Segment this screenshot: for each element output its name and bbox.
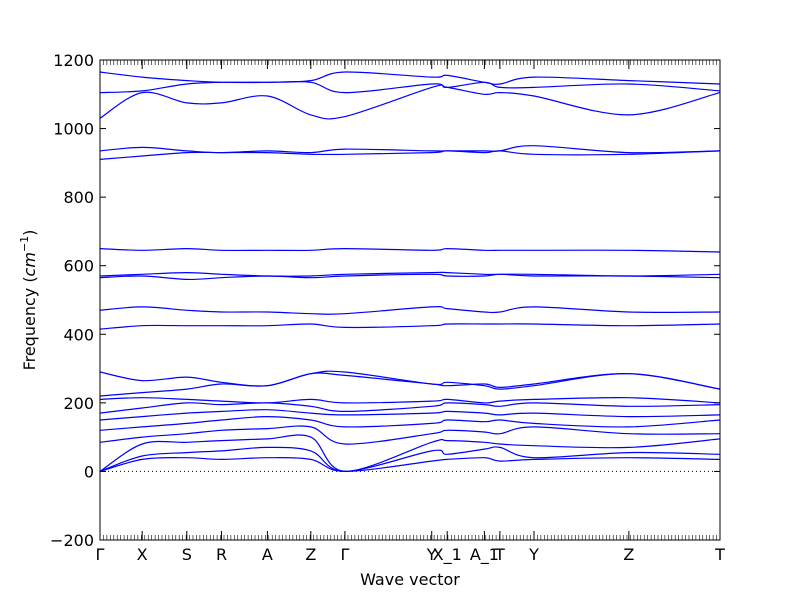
y-tick-label: 1000 xyxy=(53,120,94,139)
x-tick-label: Γ xyxy=(340,545,349,564)
x-tick-label: R xyxy=(216,545,227,564)
x-tick-label: Z xyxy=(623,545,634,564)
y-axis-ticks: −200 0 200 400 600 800 1000 1200 xyxy=(50,51,720,550)
x-tick-label: X_1 xyxy=(433,545,462,565)
phonon-band-10 xyxy=(99,371,721,390)
x-axis-ticks: Γ X S R A Z Γ YX_1 A_1T Y Z T xyxy=(96,60,725,565)
y-tick-label: 800 xyxy=(63,188,94,207)
phonon-band-6 xyxy=(99,409,721,421)
phonon-band-8 xyxy=(99,396,721,404)
plot-frame xyxy=(99,59,721,541)
phonon-band-1 xyxy=(99,434,721,473)
phonon-band-16 xyxy=(99,150,721,160)
x-tick-label: Y xyxy=(528,545,539,564)
phonon-band-19 xyxy=(99,80,721,94)
x-tick-label: A_1 xyxy=(470,545,499,565)
y-axis-label-exponent: −1 xyxy=(18,236,31,252)
phonon-band-12 xyxy=(99,306,721,315)
y-tick-label: 200 xyxy=(63,394,94,413)
y-axis-label-close: ) xyxy=(20,230,39,236)
y-tick-label: 0 xyxy=(84,462,94,481)
y-axis-label-text: Frequency ( xyxy=(20,276,39,370)
x-tick-label: S xyxy=(182,545,192,564)
y-tick-label: −200 xyxy=(50,531,94,550)
phonon-band-7 xyxy=(99,402,721,414)
x-tick-label: Y xyxy=(426,545,437,564)
x-tick-label: X xyxy=(137,545,148,564)
phonon-band-13 xyxy=(99,273,721,281)
x-tick-label: Γ xyxy=(96,545,105,564)
phonon-band-2 xyxy=(99,446,721,473)
phonon-band-3 xyxy=(99,457,721,473)
phonon-band-5 xyxy=(99,415,721,431)
y-axis-label-unit: cm xyxy=(20,252,39,276)
phonon-band-17 xyxy=(99,145,721,154)
x-axis-label: Wave vector xyxy=(360,570,460,589)
phonon-band-15 xyxy=(99,247,721,253)
y-tick-label: 600 xyxy=(63,257,94,276)
y-tick-label: 1200 xyxy=(53,51,94,70)
y-axis-label: Frequency (cm−1) xyxy=(18,230,39,371)
phonon-band-9 xyxy=(99,370,721,397)
phonon-band-20 xyxy=(99,71,721,85)
phonon-band-14 xyxy=(99,271,721,277)
phonon-band-18 xyxy=(99,84,721,120)
x-tick-label: A xyxy=(262,545,273,564)
phonon-bands xyxy=(99,71,721,473)
x-tick-label: Z xyxy=(305,545,316,564)
x-tick-label: T xyxy=(714,545,725,564)
y-tick-label: 400 xyxy=(63,325,94,344)
x-tick-label: T xyxy=(494,545,505,564)
phonon-band-11 xyxy=(99,323,721,330)
phonon-band-4 xyxy=(99,425,721,445)
